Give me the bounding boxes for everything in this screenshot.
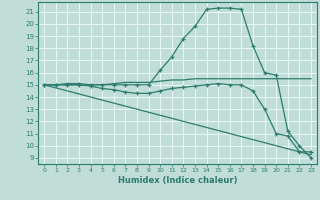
X-axis label: Humidex (Indice chaleur): Humidex (Indice chaleur) <box>118 176 237 185</box>
